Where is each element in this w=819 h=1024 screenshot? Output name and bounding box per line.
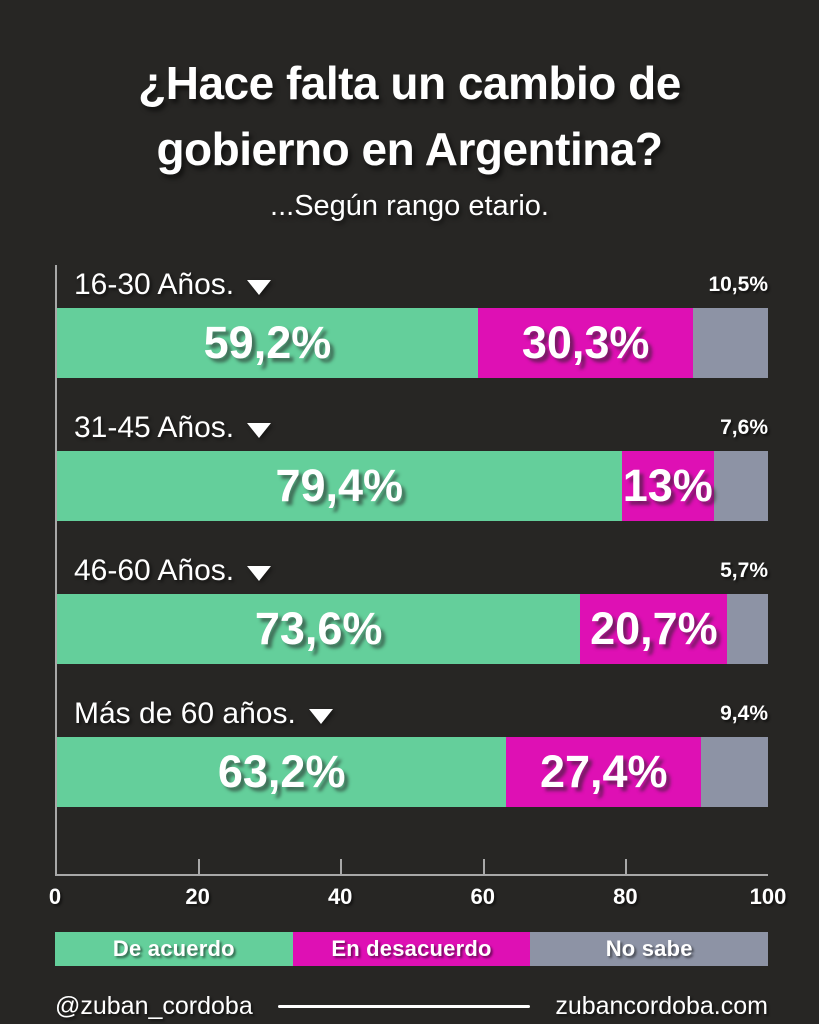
x-axis-tick-label: 80 xyxy=(613,884,638,909)
bar-segment-agree: 63,2% xyxy=(57,737,507,807)
agree-value-label: 59,2% xyxy=(203,317,332,368)
footer-divider-line xyxy=(278,1005,531,1008)
x-axis-tick-label: 40 xyxy=(327,884,353,909)
chart-title-line: gobierno en Argentina? xyxy=(156,123,663,175)
age-group-header: Más de 60 años. 9,4% xyxy=(57,694,768,734)
bar-segment-no-sabe xyxy=(701,737,768,807)
no-sabe-value: 5,7% xyxy=(720,559,768,582)
legend-item-label: En desacuerdo xyxy=(331,936,492,961)
age-group-row: Más de 60 años. 9,4% 63,2% 27,4% xyxy=(57,694,768,807)
bar-segment-disagree: 30,3% xyxy=(477,308,694,378)
footer: @zuban_cordoba zubancordoba.com xyxy=(55,992,768,1021)
bar-segment-disagree: 27,4% xyxy=(506,737,702,807)
x-axis-tick-mark xyxy=(198,859,201,874)
chevron-down-icon xyxy=(247,422,272,438)
no-sabe-value: 10,5% xyxy=(708,273,768,296)
age-group-row: 31-45 Años. 7,6% 79,4% 13% xyxy=(57,408,768,521)
legend-item: De acuerdo xyxy=(55,932,293,966)
age-group-label: Más de 60 años. xyxy=(74,697,296,730)
chevron-down-icon xyxy=(308,708,333,724)
social-handle: @zuban_cordoba xyxy=(55,992,253,1020)
no-sabe-value: 7,6% xyxy=(720,416,768,439)
legend-item-label: De acuerdo xyxy=(112,936,235,961)
bar-segment-no-sabe xyxy=(693,308,768,378)
stacked-bar: 79,4% 13% xyxy=(57,451,768,521)
x-axis-tick-mark xyxy=(624,859,627,874)
age-group-row: 16-30 Años. 10,5% 59,2% 30,3% xyxy=(57,265,768,378)
x-axis-tick-label: 20 xyxy=(185,884,210,909)
legend: De acuerdo En desacuerdo No sabe xyxy=(55,932,769,966)
legend-item: En desacuerdo xyxy=(292,932,531,966)
age-group-label: 31-45 Años. xyxy=(74,411,235,444)
bar-segment-no-sabe xyxy=(713,451,768,521)
chart-subtitle: ...Según rango etario. xyxy=(270,190,549,222)
stacked-bar: 63,2% 27,4% xyxy=(57,737,768,807)
chevron-down-icon xyxy=(247,565,272,581)
x-axis-tick-mark xyxy=(482,859,485,874)
bar-segment-disagree: 20,7% xyxy=(580,594,728,664)
disagree-value-label: 30,3% xyxy=(521,317,650,368)
x-axis-tick-label: 100 xyxy=(749,884,787,909)
agree-value-label: 73,6% xyxy=(254,603,383,654)
bar-segment-agree: 79,4% xyxy=(57,451,622,521)
age-group-header: 16-30 Años. 10,5% xyxy=(57,265,768,305)
bar-segment-agree: 73,6% xyxy=(57,594,581,664)
disagree-value-label: 27,4% xyxy=(539,746,668,797)
no-sabe-value: 9,4% xyxy=(720,702,768,725)
age-group-label: 16-30 Años. xyxy=(74,268,235,301)
x-axis-tick-mark xyxy=(340,859,343,874)
chart-title: ¿Hace falta un cambio de gobierno en Arge… xyxy=(0,50,819,182)
agree-value-label: 79,4% xyxy=(275,460,404,511)
bar-segment-disagree: 13% xyxy=(621,451,714,521)
x-axis-tick-label: 0 xyxy=(48,884,62,909)
bar-segment-no-sabe xyxy=(727,594,768,664)
x-axis-labels: 0 20 40 60 80 100 xyxy=(49,876,786,914)
chart-title-line: ¿Hace falta un cambio de xyxy=(138,57,681,109)
bar-segment-agree: 59,2% xyxy=(57,308,478,378)
plot-area: 16-30 Años. 10,5% 59,2% 30,3% 31-45 Años… xyxy=(55,265,768,876)
stacked-bar: 59,2% 30,3% xyxy=(57,308,768,378)
legend-item: No sabe xyxy=(530,932,769,966)
age-group-header: 31-45 Años. 7,6% xyxy=(57,408,768,448)
disagree-value-label: 20,7% xyxy=(590,603,718,654)
chevron-down-icon xyxy=(247,279,272,295)
x-axis-tick-label: 60 xyxy=(470,884,496,909)
age-group-row: 46-60 Años. 5,7% 73,6% 20,7% xyxy=(57,551,768,664)
agree-value-label: 63,2% xyxy=(217,746,346,797)
age-group-label: 46-60 Años. xyxy=(74,554,235,587)
disagree-value-label: 13% xyxy=(622,460,713,511)
stacked-bar: 73,6% 20,7% xyxy=(57,594,768,664)
website-url: zubancordoba.com xyxy=(555,992,768,1020)
legend-item-label: No sabe xyxy=(605,936,693,961)
age-group-header: 46-60 Años. 5,7% xyxy=(57,551,768,591)
